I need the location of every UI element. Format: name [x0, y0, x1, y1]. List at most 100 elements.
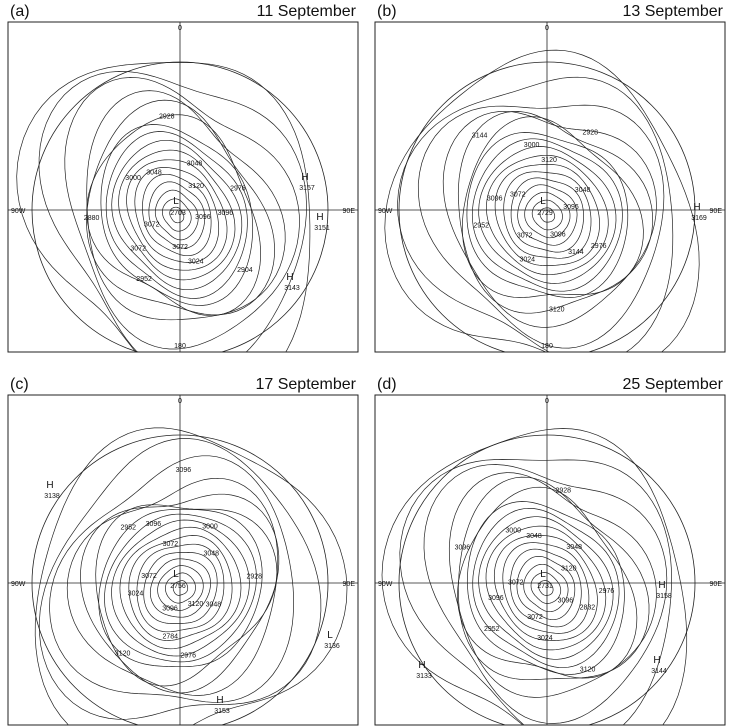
low-mark: L: [540, 569, 546, 580]
contour-label: 3120: [580, 667, 596, 674]
lon-label: 90E: [343, 581, 356, 588]
lon-label: 90W: [378, 581, 393, 588]
contour-label: 3096: [455, 544, 471, 551]
contour-label: 2880: [84, 215, 100, 222]
contour-label: 3048: [526, 533, 542, 540]
lon-label: 90W: [11, 208, 26, 215]
contour-label: 3072: [508, 580, 524, 587]
contour-label: 2928: [159, 114, 175, 121]
contour-label: 3000: [524, 142, 540, 149]
contour-label: 3024: [520, 256, 536, 263]
contour-label: 3048: [146, 170, 162, 177]
contour-label: 3120: [541, 157, 557, 164]
panel: (c)17 September090W90E180309630723048302…: [8, 376, 358, 728]
lon-label: 0: [545, 398, 549, 405]
contour: [87, 91, 286, 320]
contour-label: 3000: [125, 175, 141, 182]
lon-label: 0: [178, 398, 182, 405]
contour-label: 2952: [484, 626, 500, 633]
high-mark: H: [693, 202, 700, 213]
contour-label: 3024: [188, 259, 204, 266]
contour-label: 2952: [136, 276, 152, 283]
contour-label: 3048: [206, 602, 222, 609]
low-value: 2703: [170, 210, 186, 217]
contour: [449, 473, 656, 698]
contour-label: 3000: [505, 527, 521, 534]
lon-label: 90E: [343, 208, 356, 215]
contour-label: 3096: [487, 196, 503, 203]
contour-label: 3048: [566, 544, 582, 551]
high-value: 3169: [691, 215, 707, 222]
high-mark: H: [418, 660, 425, 671]
high-value: 3136: [324, 643, 340, 650]
panel-title: 25 September: [622, 376, 723, 393]
contour-label: 3120: [188, 601, 204, 608]
contour: [87, 100, 275, 315]
high-mark: L: [327, 630, 333, 641]
contour: [458, 477, 649, 680]
low-value: 2729: [537, 210, 553, 217]
contour-label: 3120: [549, 306, 565, 313]
panel-title: 17 September: [255, 376, 356, 393]
high-mark: H: [316, 212, 323, 223]
lon-label: 180: [174, 343, 186, 350]
lon-label: 180: [541, 343, 553, 350]
contour-label: 3024: [537, 635, 553, 642]
high-mark: H: [301, 172, 308, 183]
contour-label: 3072: [141, 573, 157, 580]
contour: [443, 111, 656, 327]
panel-label: (b): [377, 3, 397, 20]
map: [375, 22, 725, 370]
high-value: 3133: [416, 673, 432, 680]
figure: (a)11 September090W90E180309630723048302…: [0, 0, 730, 728]
contour-label: 3120: [188, 183, 204, 190]
panel: (b) 13 September 0 90W 90E 180 3096 3072 3048 302…: [375, 3, 725, 370]
contour-label: 3048: [204, 550, 220, 557]
contour-label: 3000: [202, 524, 218, 531]
contour-label: 3096: [488, 595, 504, 602]
low-mark: L: [173, 196, 179, 207]
high-value: 3153: [214, 708, 230, 715]
contour-label: 3072: [163, 541, 179, 548]
contour-label: 3072: [130, 245, 146, 252]
contour-label: 2976: [591, 243, 607, 250]
high-value: 3157: [299, 185, 315, 192]
high-mark: H: [46, 480, 53, 491]
panel-title: 11 September: [257, 3, 357, 20]
low-mark: L: [540, 196, 546, 207]
low-value: 2731: [537, 583, 553, 590]
panel-title: 13 September: [622, 3, 723, 20]
lon-label: 90W: [378, 208, 393, 215]
contour-label: 3048: [575, 187, 591, 194]
high-mark: H: [216, 695, 223, 706]
high-value: 3138: [44, 493, 60, 500]
contour-label: 2832: [580, 605, 596, 612]
contour-label: 2904: [237, 267, 253, 274]
map: [8, 395, 358, 728]
lon-label: 0: [178, 25, 182, 32]
high-value: 3143: [284, 285, 300, 292]
contour: [400, 459, 672, 728]
high-mark: H: [658, 580, 665, 591]
contour-label: 3072: [510, 191, 526, 198]
contour-label: 3072: [527, 614, 543, 621]
contour-label: 3048: [187, 161, 203, 168]
contour-label: 3072: [172, 244, 188, 251]
contour-label: 3144: [568, 249, 584, 256]
high-value: 3158: [656, 593, 672, 600]
lon-label: 90E: [710, 581, 723, 588]
low-value: 2756: [170, 583, 186, 590]
contour-label: 2976: [599, 588, 615, 595]
frame: [8, 395, 358, 725]
contour-label: 3072: [144, 222, 160, 229]
contour-label: 3144: [472, 133, 488, 140]
panel-label: (c): [10, 376, 29, 393]
lon-label: 0: [545, 25, 549, 32]
contour-label: 3096: [558, 597, 574, 604]
lon-label: 90E: [710, 208, 723, 215]
high-mark: H: [653, 655, 660, 666]
contour-label: 2952: [121, 524, 137, 531]
contour-label: 3072: [517, 232, 533, 239]
panel-label: (d): [377, 376, 397, 393]
panel: (a)11 September090W90E180309630723048302…: [8, 3, 358, 399]
